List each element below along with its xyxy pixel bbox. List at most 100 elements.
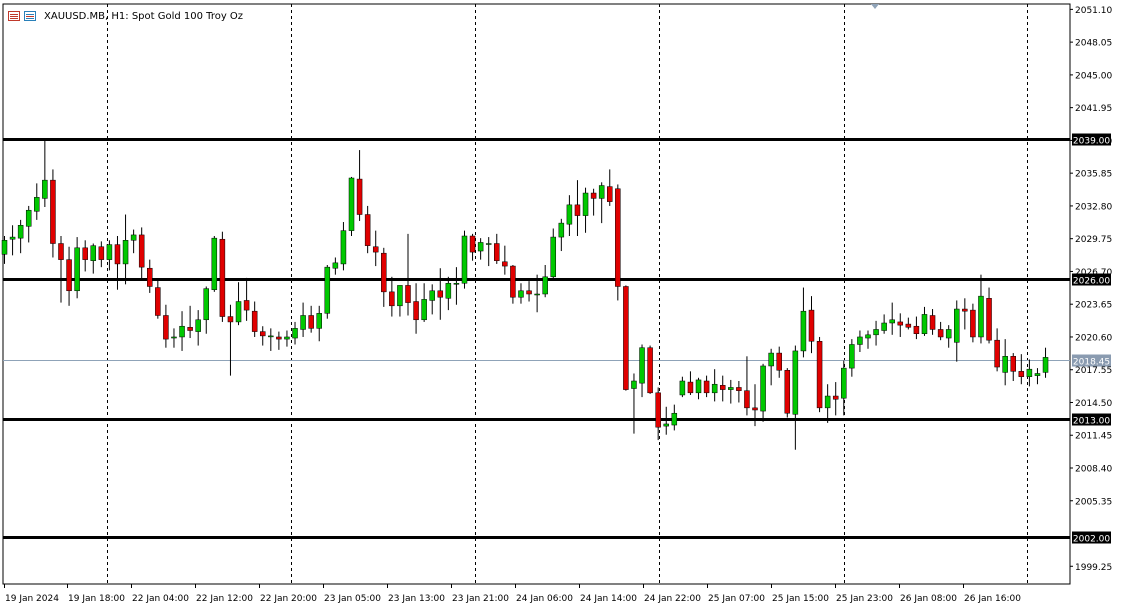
bear-candle[interactable] <box>1010 353 1016 381</box>
bull-candle[interactable] <box>324 265 331 319</box>
bull-candle[interactable] <box>824 384 831 423</box>
bear-candle[interactable] <box>510 265 516 304</box>
bear-candle[interactable] <box>1018 354 1025 385</box>
bull-candle[interactable] <box>1034 368 1041 385</box>
bear-candle[interactable] <box>655 387 661 441</box>
bull-candle[interactable] <box>800 287 807 358</box>
bull-candle[interactable] <box>857 330 863 352</box>
bear-candle[interactable] <box>526 281 532 302</box>
bull-candle[interactable] <box>542 265 548 298</box>
bear-candle[interactable] <box>744 356 750 416</box>
bull-candle[interactable] <box>518 283 524 304</box>
bull-candle[interactable] <box>268 328 274 351</box>
bear-candle[interactable] <box>647 345 653 394</box>
bear-candle[interactable] <box>607 169 613 206</box>
bull-candle[interactable] <box>978 274 984 344</box>
bull-candle[interactable] <box>921 306 928 336</box>
bull-candle[interactable] <box>332 257 339 275</box>
bear-candle[interactable] <box>114 236 121 290</box>
bull-candle[interactable] <box>695 377 702 400</box>
bull-candle[interactable] <box>534 274 540 313</box>
bull-candle[interactable] <box>1 236 8 264</box>
bear-candle[interactable] <box>469 233 476 261</box>
bear-candle[interactable] <box>219 231 226 322</box>
bear-candle[interactable] <box>58 236 64 303</box>
bull-candle[interactable] <box>792 345 799 450</box>
bull-candle[interactable] <box>1026 359 1033 387</box>
bull-candle[interactable] <box>582 187 589 233</box>
bull-candle[interactable] <box>631 373 637 434</box>
bear-candle[interactable] <box>986 287 992 344</box>
bull-candle[interactable] <box>889 302 895 335</box>
bull-candle[interactable] <box>485 237 492 267</box>
bull-candle[interactable] <box>841 360 847 416</box>
bear-candle[interactable] <box>897 313 904 337</box>
bull-candle[interactable] <box>598 182 605 224</box>
bear-candle[interactable] <box>259 326 266 346</box>
bear-candle[interactable] <box>703 375 710 398</box>
bull-candle[interactable] <box>477 238 484 260</box>
bear-candle[interactable] <box>98 241 105 268</box>
bull-candle[interactable] <box>122 214 129 285</box>
bear-candle[interactable] <box>590 188 597 216</box>
bull-candle[interactable] <box>558 218 565 252</box>
bull-candle[interactable] <box>945 325 952 348</box>
bull-candle[interactable] <box>671 404 678 431</box>
bull-candle[interactable] <box>130 229 137 254</box>
bear-candle[interactable] <box>615 184 621 301</box>
bear-candle[interactable] <box>736 381 742 403</box>
bull-candle[interactable] <box>235 282 242 326</box>
bear-candle[interactable] <box>776 346 782 378</box>
bull-candle[interactable] <box>429 284 435 315</box>
bull-candle[interactable] <box>768 348 774 386</box>
bull-candle[interactable] <box>9 225 16 256</box>
bear-candle[interactable] <box>808 296 815 354</box>
bear-candle[interactable] <box>784 368 791 418</box>
bear-candle[interactable] <box>832 382 839 416</box>
bear-candle[interactable] <box>243 277 250 321</box>
bull-candle[interactable] <box>90 243 97 274</box>
bear-candle[interactable] <box>929 309 936 335</box>
bar-chart-icon[interactable] <box>8 11 20 21</box>
bull-candle[interactable] <box>179 311 185 351</box>
bear-candle[interactable] <box>372 230 379 267</box>
bear-candle[interactable] <box>937 321 944 341</box>
bull-candle[interactable] <box>292 321 298 345</box>
bull-candle[interactable] <box>25 205 32 243</box>
bear-candle[interactable] <box>816 336 823 413</box>
bull-candle[interactable] <box>316 305 322 342</box>
bear-candle[interactable] <box>227 304 234 376</box>
bull-candle[interactable] <box>203 286 209 334</box>
bull-candle[interactable] <box>348 176 355 236</box>
bull-candle[interactable] <box>663 406 669 435</box>
bull-candle[interactable] <box>1002 339 1008 386</box>
bear-candle[interactable] <box>389 276 395 317</box>
bull-candle[interactable] <box>211 236 218 292</box>
bear-candle[interactable] <box>962 298 968 330</box>
bear-candle[interactable] <box>66 246 72 306</box>
bull-candle[interactable] <box>195 310 201 346</box>
bear-candle[interactable] <box>913 316 920 340</box>
bear-candle[interactable] <box>970 303 976 343</box>
bull-candle[interactable] <box>34 183 40 220</box>
bull-candle[interactable] <box>42 139 48 207</box>
bear-candle[interactable] <box>251 301 258 337</box>
bear-candle[interactable] <box>905 317 912 330</box>
bull-candle[interactable] <box>421 283 427 322</box>
bull-candle[interactable] <box>17 219 24 254</box>
bear-candle[interactable] <box>276 331 282 350</box>
bear-candle[interactable] <box>437 268 444 320</box>
bull-candle[interactable] <box>106 240 113 271</box>
bear-candle[interactable] <box>308 305 314 333</box>
bear-candle[interactable] <box>994 328 1000 372</box>
bear-candle[interactable] <box>364 205 371 254</box>
bear-candle[interactable] <box>50 169 56 258</box>
bull-candle[interactable] <box>461 230 468 289</box>
bull-candle[interactable] <box>445 276 452 311</box>
bull-candle[interactable] <box>728 379 734 404</box>
bull-candle[interactable] <box>300 302 306 337</box>
bear-candle[interactable] <box>356 150 363 221</box>
bear-candle[interactable] <box>502 245 508 275</box>
